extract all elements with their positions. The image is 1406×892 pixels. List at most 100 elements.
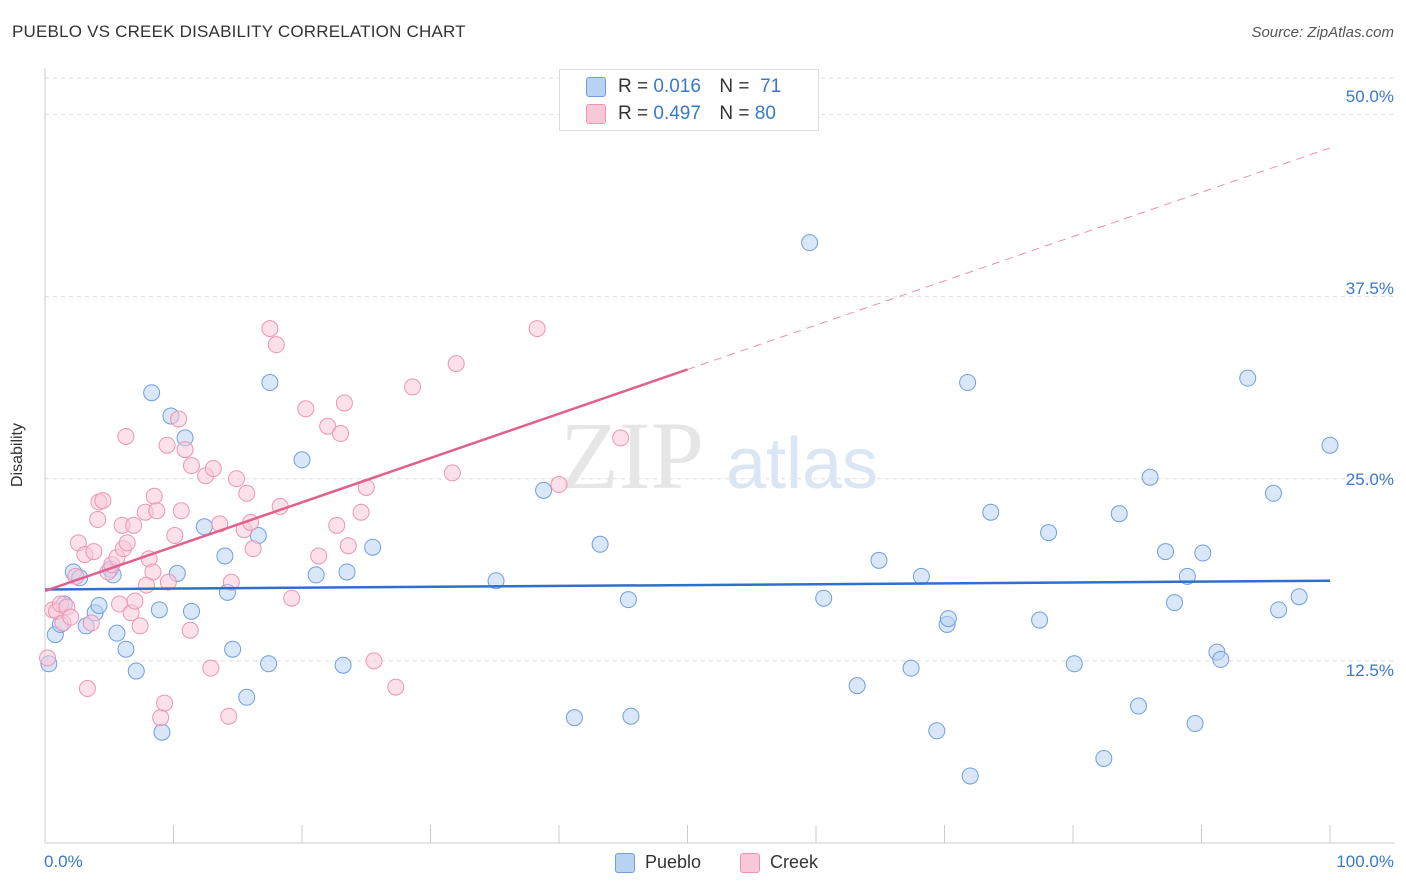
pueblo-point [1321,436,1339,454]
creek-point [131,617,149,635]
creek-point [222,573,240,591]
creek-swatch [740,852,760,873]
pueblo-point [108,624,126,642]
creek-point [404,378,422,396]
creek-point [158,436,176,454]
pueblo-trend-line [44,579,1331,591]
watermark: ZIP atlas [560,402,878,509]
creek-point [181,621,199,639]
creek-point [144,563,162,581]
creek-trend-extension [687,147,1331,370]
legend-item-pueblo: Pueblo [615,852,701,873]
creek-point [145,487,163,505]
creek-point [443,464,461,482]
pueblo-point [117,640,135,658]
pueblo-point [848,677,866,695]
creek-point [62,608,80,626]
pueblo-point [195,518,213,536]
pueblo-point [1194,544,1212,562]
n-label: N = [719,76,750,97]
creek-point [82,614,100,632]
creek-point [447,355,465,373]
n-label: N = [719,103,750,124]
creek-point [159,573,177,591]
y-tick-label: 37.5% [1345,279,1394,298]
creek-trend-line [44,368,688,593]
creek-point [85,543,103,561]
creek-swatch [586,104,606,124]
creek-point [550,476,568,494]
pueblo-point [307,566,325,584]
creek-point [387,678,405,696]
pueblo-point [487,572,505,590]
chart-title: PUEBLO VS CREEK DISABILITY CORRELATION C… [12,22,466,41]
pueblo-point [959,374,977,392]
y-tick-label: 25.0% [1345,470,1394,489]
trend-lines [44,147,1331,593]
pueblo-point [1141,468,1159,486]
creek-point [319,417,337,435]
creek-point [125,516,143,534]
pueblo-point [238,688,256,706]
axes [44,68,1395,844]
pueblo-point [1186,715,1204,733]
creek-point [39,649,57,667]
r-value: 0.497 [653,103,701,124]
creek-point [202,659,220,677]
pueblo-point [939,610,957,628]
pueblo-point [1110,505,1128,523]
pueblo-point [364,538,382,556]
creek-point [94,492,112,510]
creek-point [117,427,135,445]
pueblo-point [1031,611,1049,629]
creek-point [335,394,353,412]
pueblo-point [1239,369,1257,387]
pueblo-point [293,451,311,469]
pueblo-point [1270,601,1288,619]
creek-point [612,429,630,447]
pueblo-point [622,707,640,725]
pueblo-point [338,563,356,581]
legend-label-creek: Creek [770,852,819,872]
x-tick-label: 0.0% [44,852,83,871]
creek-point [176,441,194,459]
creek-point [204,460,222,478]
pueblo-point [216,547,234,565]
pueblo-point [1065,655,1083,673]
creek-point [227,470,245,488]
creek-point [78,680,96,698]
creek-point [244,540,262,558]
creek-point [170,410,188,428]
source-label: Source: ZipAtlas.com [1251,24,1394,41]
pueblo-point [1157,543,1175,561]
creek-point [365,652,383,670]
pueblo-point [143,384,161,402]
creek-points [39,320,630,727]
pueblo-point [1212,650,1230,668]
pueblo-point [1130,697,1148,715]
creek-point [182,457,200,475]
legend-label-pueblo: Pueblo [645,852,702,872]
pueblo-point [1040,524,1058,542]
watermark-zip: ZIP [560,402,704,509]
pueblo-point [127,662,145,680]
pueblo-point [982,503,1000,521]
y-tick-label: 50.0% [1345,87,1394,106]
pueblo-swatch [586,77,606,97]
y-axis-label: Disability [9,422,26,488]
pueblo-swatch [615,852,635,873]
x-tick-label: 100.0% [1336,852,1394,871]
creek-point [339,537,357,555]
r-label: R = [618,103,649,124]
creek-point [220,707,238,725]
pueblo-point [1290,588,1308,606]
creek-point [528,320,546,338]
n-value: 80 [754,103,776,124]
y-tick-label: 12.5% [1345,661,1394,680]
pueblo-point [535,481,553,499]
pueblo-point [260,655,278,673]
pueblo-point [224,640,242,658]
pueblo-point [801,234,819,252]
pueblo-point [912,567,930,585]
legend-row-creek: R = 0.497 N = 80 [560,101,776,127]
